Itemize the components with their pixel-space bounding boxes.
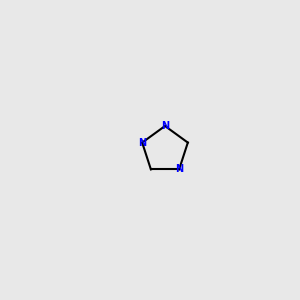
Text: N: N — [138, 138, 146, 148]
Text: N: N — [175, 164, 183, 174]
Text: N: N — [161, 121, 169, 131]
